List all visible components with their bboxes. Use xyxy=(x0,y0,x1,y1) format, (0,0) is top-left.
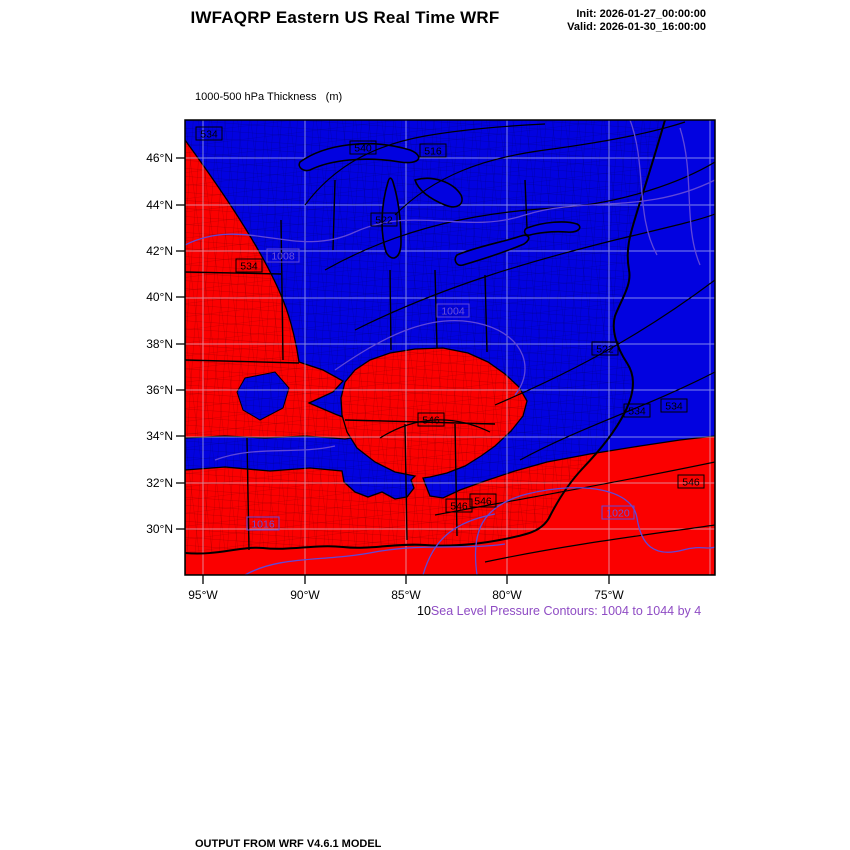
contour-note-prefix: 10 xyxy=(417,604,431,618)
page-title: IWFAQRP Eastern US Real Time WRF xyxy=(190,8,500,27)
lat-tick-label: 44°N xyxy=(146,198,173,212)
lake-erie xyxy=(454,234,530,267)
slp-label: 1016 xyxy=(251,519,275,531)
lat-tick-label: 36°N xyxy=(146,383,173,397)
init-time: Init: 2026-01-27_00:00:00 xyxy=(576,8,706,20)
thickness-label: 546 xyxy=(422,415,440,427)
lon-axis: 95°W 90°W 85°W 80°W 75°W xyxy=(188,575,624,602)
lake-ontario xyxy=(523,221,581,236)
coastline xyxy=(185,120,666,555)
thickness-contour-labels: 534 540 516 522 534 522 534 534 546 546 … xyxy=(195,126,705,513)
state-borders xyxy=(185,179,528,551)
wrf-map: 534 540 516 522 534 522 534 534 546 546 … xyxy=(146,119,716,602)
thickness-label: 522 xyxy=(375,215,393,227)
map-frame xyxy=(184,119,716,576)
slp-contour-labels: 1008 1004 1016 1020 xyxy=(246,248,635,531)
lake-superior xyxy=(298,142,420,172)
lon-tick-label: 95°W xyxy=(188,588,218,602)
thickness-label: 540 xyxy=(354,143,372,155)
lon-tick-label: 90°W xyxy=(290,588,320,602)
slp-label: 1020 xyxy=(606,508,630,520)
thickness-label: 522 xyxy=(596,344,614,356)
contour-note: 10Sea Level Pressure Contours: 1004 to 1… xyxy=(417,604,701,618)
lat-tick-label: 30°N xyxy=(146,522,173,536)
footer-model-line: OUTPUT FROM WRF V4.6.1 MODEL xyxy=(195,838,382,850)
slp-label: 1004 xyxy=(441,306,465,318)
lon-tick-label: 75°W xyxy=(594,588,624,602)
graticule xyxy=(185,120,715,575)
thickness-label: 516 xyxy=(424,146,442,158)
lat-tick-label: 40°N xyxy=(146,290,173,304)
thickness-label: 534 xyxy=(240,261,258,273)
thickness-label: 546 xyxy=(450,501,468,513)
contour-note-text: Sea Level Pressure Contours: 1004 to 104… xyxy=(430,604,702,618)
thickness-label: 546 xyxy=(474,496,492,508)
lon-tick-label: 85°W xyxy=(391,588,421,602)
thickness-contours xyxy=(304,121,715,563)
lat-tick-label: 32°N xyxy=(146,476,173,490)
legend-line-thickness-1: 1000-500 hPa Thickness (m) xyxy=(195,91,343,103)
valid-time: Valid: 2026-01-30_16:00:00 xyxy=(567,21,706,33)
slp-label: 1008 xyxy=(271,251,295,263)
model-footer: OUTPUT FROM WRF V4.6.1 MODEL WE = 310 ; … xyxy=(195,811,644,850)
lat-axis: 46°N 44°N 42°N 40°N 38°N 36°N 34°N 32°N … xyxy=(146,151,185,536)
thickness-label: 546 xyxy=(682,477,700,489)
run-info: Init: 2026-01-27_00:00:00 Valid: 2026-01… xyxy=(567,8,706,34)
lon-tick-label: 80°W xyxy=(492,588,522,602)
thickness-label: 534 xyxy=(628,406,646,418)
lat-tick-label: 46°N xyxy=(146,151,173,165)
lat-tick-label: 34°N xyxy=(146,429,173,443)
thickness-label: 534 xyxy=(200,129,218,141)
lat-tick-label: 38°N xyxy=(146,337,173,351)
slp-contours xyxy=(185,120,715,575)
thickness-label: 534 xyxy=(665,401,683,413)
lat-tick-label: 42°N xyxy=(146,244,173,258)
